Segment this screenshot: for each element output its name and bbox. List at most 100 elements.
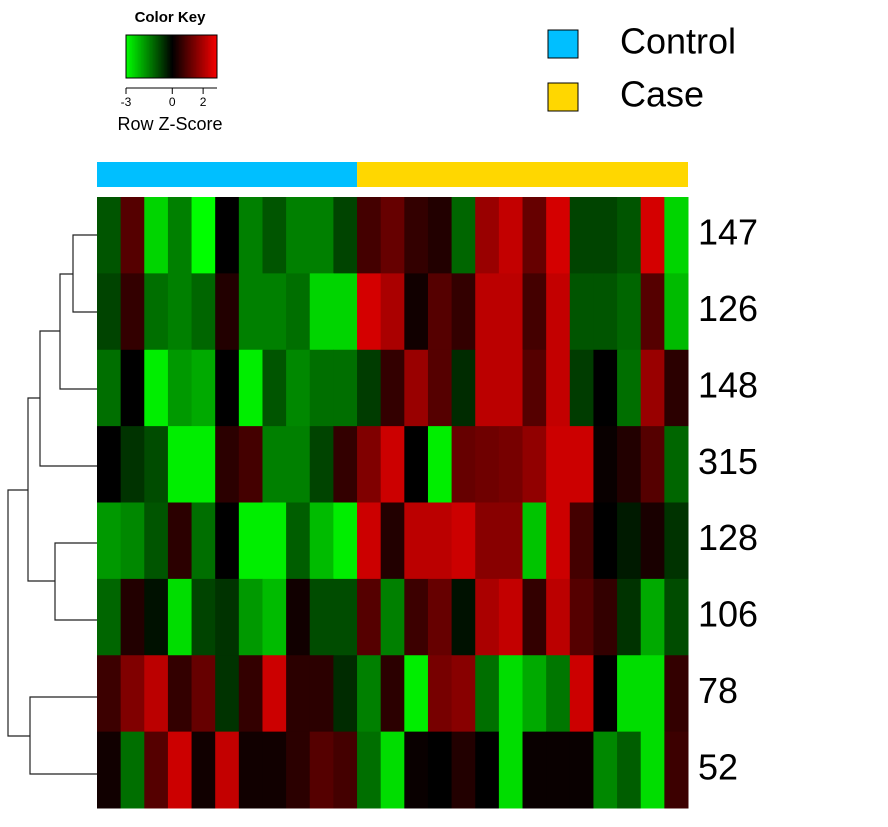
color-key-strip <box>165 35 168 78</box>
heat-cell <box>427 731 453 809</box>
heat-cell <box>262 731 287 809</box>
heat-cell <box>357 349 382 427</box>
heat-cell <box>640 731 665 809</box>
heat-cell <box>475 502 500 580</box>
heat-cell <box>522 426 547 503</box>
heat-cell <box>97 502 122 580</box>
heat-cell <box>191 731 216 809</box>
heat-cell <box>427 349 453 427</box>
heat-cell <box>617 502 642 580</box>
heat-cell <box>475 426 500 503</box>
heat-cell <box>120 273 145 351</box>
color-key-strip <box>209 35 212 78</box>
color-key-strip <box>183 35 186 78</box>
key-label: Row Z-Score <box>117 114 222 134</box>
heat-cell <box>546 349 571 427</box>
heat-cell <box>215 655 240 733</box>
heat-cell <box>664 502 689 580</box>
heat-cell <box>380 273 405 351</box>
group-bar <box>97 162 358 187</box>
heat-cell <box>238 578 263 656</box>
heat-cell <box>593 578 618 656</box>
key-tick-label: -3 <box>121 95 132 109</box>
dendrogram-branch <box>72 234 97 313</box>
color-key-strip <box>142 35 145 78</box>
color-key-strip <box>151 35 154 78</box>
heat-cell <box>97 197 122 274</box>
heat-cell <box>120 197 145 274</box>
heat-cell <box>120 502 145 580</box>
heat-cell <box>451 349 476 427</box>
color-key-strip <box>132 35 135 78</box>
heat-cell <box>167 502 193 580</box>
heat-cell <box>262 273 287 351</box>
heat-cell <box>120 578 145 656</box>
color-key-strip <box>168 35 171 78</box>
color-key-strip <box>169 35 172 78</box>
heat-cell <box>498 197 524 274</box>
color-key-strip <box>194 35 197 78</box>
color-key-strip <box>127 35 130 78</box>
heat-cell <box>546 273 571 351</box>
row-label: 78 <box>698 670 738 711</box>
heat-cell <box>357 273 382 351</box>
heat-cell <box>191 273 216 351</box>
color-key-strip <box>174 35 177 78</box>
heat-cell <box>427 578 453 656</box>
heat-cell <box>404 731 429 809</box>
heat-cell <box>309 349 334 427</box>
color-key-strip <box>212 35 215 78</box>
heat-cell <box>640 273 665 351</box>
color-key-strip <box>188 35 191 78</box>
heat-cell <box>238 731 263 809</box>
row-label: 315 <box>698 441 758 482</box>
heat-cell <box>617 731 642 809</box>
heat-cell <box>262 655 287 733</box>
key-title: Color Key <box>135 9 207 26</box>
heat-cell <box>215 502 240 580</box>
heat-cell <box>569 502 594 580</box>
color-key-strip <box>189 35 192 78</box>
heat-cell <box>404 655 429 733</box>
heat-cell <box>167 731 193 809</box>
heat-cell <box>97 349 122 427</box>
dendrogram <box>7 234 97 775</box>
heat-cell <box>475 273 500 351</box>
heat-cell <box>167 578 193 656</box>
color-key-strip <box>207 35 210 78</box>
color-key-frame <box>125 34 218 79</box>
heat-cell <box>380 349 405 427</box>
heat-cell <box>120 655 145 733</box>
color-key-strip <box>215 35 218 78</box>
heat-cell <box>380 502 405 580</box>
dendrogram-branch <box>39 330 97 467</box>
heat-cell <box>475 349 500 427</box>
heat-cell <box>215 731 240 809</box>
heat-cell <box>333 273 358 351</box>
heat-cell <box>167 273 193 351</box>
heat-cell <box>427 197 453 274</box>
heat-cell <box>309 502 334 580</box>
heat-cell <box>309 578 334 656</box>
color-key-strip <box>191 35 194 78</box>
color-key-strip <box>203 35 206 78</box>
heat-cell <box>309 426 334 503</box>
heat-cell <box>167 197 193 274</box>
heat-cell <box>617 655 642 733</box>
row-label: 106 <box>698 594 758 635</box>
heat-cell <box>498 731 524 809</box>
heat-cell <box>333 578 358 656</box>
color-key-strip <box>153 35 156 78</box>
heat-cell <box>664 655 689 733</box>
key-tick-label: 0 <box>169 95 176 109</box>
heat-cell <box>546 502 571 580</box>
heat-cell <box>498 426 524 503</box>
heat-cell <box>215 578 240 656</box>
heat-cell <box>451 273 476 351</box>
color-key-strip <box>126 35 129 78</box>
heat-cell <box>97 273 122 351</box>
heat-cell <box>120 731 145 809</box>
color-key-strip <box>180 35 183 78</box>
heat-cell <box>309 197 334 274</box>
heat-cell <box>451 731 476 809</box>
